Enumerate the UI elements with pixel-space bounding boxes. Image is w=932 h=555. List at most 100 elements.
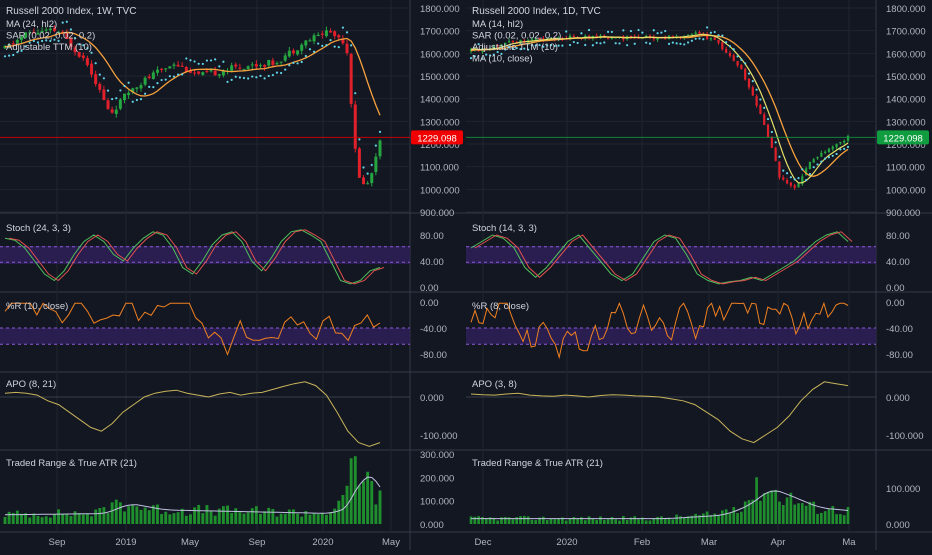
atr-bar xyxy=(648,520,652,524)
candle xyxy=(320,33,324,35)
sar-dot xyxy=(205,59,209,62)
weekly-chart-panel[interactable]: 1800.000 1700.000 1600.000 1500.000 1400.000… xyxy=(0,0,466,550)
atr-bar xyxy=(507,517,511,524)
sar-dot xyxy=(827,156,831,159)
time-axis-label: Sep xyxy=(249,537,266,548)
candle xyxy=(85,58,89,66)
sar-dot xyxy=(94,62,97,65)
candle xyxy=(201,72,205,75)
atr-bar xyxy=(488,517,492,524)
candle xyxy=(846,136,850,141)
sar-dot xyxy=(793,178,796,181)
candle xyxy=(728,52,732,56)
candle xyxy=(217,74,221,76)
sar-dot xyxy=(156,82,159,85)
sar-dot xyxy=(168,75,171,78)
candle xyxy=(717,39,720,43)
atr-bar xyxy=(201,513,205,524)
candle xyxy=(706,33,709,39)
sar-dot xyxy=(580,32,583,35)
candle xyxy=(690,33,693,35)
atr-bar xyxy=(275,516,279,524)
stoch-axis-tick: 40.00 xyxy=(420,257,444,268)
candle xyxy=(824,151,827,153)
sar-dot xyxy=(846,145,850,149)
candle xyxy=(789,182,792,186)
sar-dot xyxy=(226,80,229,83)
atr-bar xyxy=(180,508,184,524)
atr-bar xyxy=(473,516,477,524)
sar-dot xyxy=(492,53,495,56)
atr-bar xyxy=(519,516,522,524)
atr-bar xyxy=(250,508,254,524)
candle xyxy=(52,28,56,32)
atr-axis-tick: 100.000 xyxy=(886,484,920,495)
atr-bar xyxy=(329,512,332,524)
apo-axis-tick: 0.000 xyxy=(420,393,444,404)
sar-dot xyxy=(90,51,93,54)
candle xyxy=(205,71,209,73)
atr-bar xyxy=(271,508,275,524)
sar-dot xyxy=(345,31,349,34)
candle xyxy=(492,45,495,49)
sar-dot xyxy=(728,45,732,48)
candle xyxy=(366,183,370,185)
sar-dot xyxy=(123,84,126,88)
atr-bar xyxy=(846,506,850,524)
sar-dot xyxy=(477,43,480,46)
atr-bar xyxy=(503,516,507,524)
candle xyxy=(238,67,242,69)
atr-bar xyxy=(156,504,159,524)
candle xyxy=(184,66,188,73)
atr-bar xyxy=(762,493,766,524)
sar-dot xyxy=(698,37,701,40)
candle xyxy=(147,76,151,79)
price-axis-tick: 1400.000 xyxy=(420,95,460,106)
time-axis-label: 2020 xyxy=(556,537,577,548)
atr-bar xyxy=(736,513,739,524)
sar-dot xyxy=(641,31,644,34)
sar-dot xyxy=(98,73,101,76)
candle xyxy=(296,50,300,55)
price-axis-tick: 900.000 xyxy=(886,208,920,219)
sar-dot xyxy=(675,42,678,45)
stoch-d-line xyxy=(8,229,385,285)
atr-bar xyxy=(36,516,40,524)
price-axis-tick: 1100.000 xyxy=(420,163,459,174)
daily-chart-panel[interactable]: 1800.000 1700.000 1600.000 1500.000 1400.000… xyxy=(466,0,932,550)
sar-dot xyxy=(350,44,353,47)
candle xyxy=(801,176,804,185)
atr-bar xyxy=(785,497,789,524)
atr-bar xyxy=(759,500,762,524)
candle xyxy=(504,42,507,45)
candle xyxy=(778,161,781,178)
atr-bar xyxy=(267,507,271,524)
atr-bar xyxy=(633,516,637,524)
atr-bar xyxy=(73,511,77,524)
sar-dot xyxy=(214,58,217,61)
sar-dot xyxy=(181,73,184,76)
sar-dot xyxy=(139,98,143,101)
atr-bar xyxy=(209,511,213,524)
sar-dot xyxy=(325,43,328,47)
apo-title: APO (8, 21) xyxy=(6,379,56,390)
time-axis-label: May xyxy=(382,537,400,548)
atr-bar xyxy=(188,514,192,524)
atr-bar xyxy=(492,517,496,524)
candle xyxy=(763,114,766,125)
candle xyxy=(3,46,7,49)
sar-dot xyxy=(36,41,40,44)
sar-dot xyxy=(337,46,340,49)
price-axis-tick: 1100.000 xyxy=(886,163,925,174)
candle xyxy=(283,55,287,61)
sar-dot xyxy=(763,106,766,109)
stoch-band xyxy=(466,246,876,264)
candle xyxy=(595,35,598,38)
atr-bar xyxy=(213,515,217,524)
sar-dot xyxy=(770,130,773,134)
candle xyxy=(209,70,213,72)
sar-dot xyxy=(835,152,838,156)
stoch-k-line xyxy=(4,229,381,285)
sar-dot xyxy=(519,48,522,51)
candle xyxy=(831,146,834,150)
